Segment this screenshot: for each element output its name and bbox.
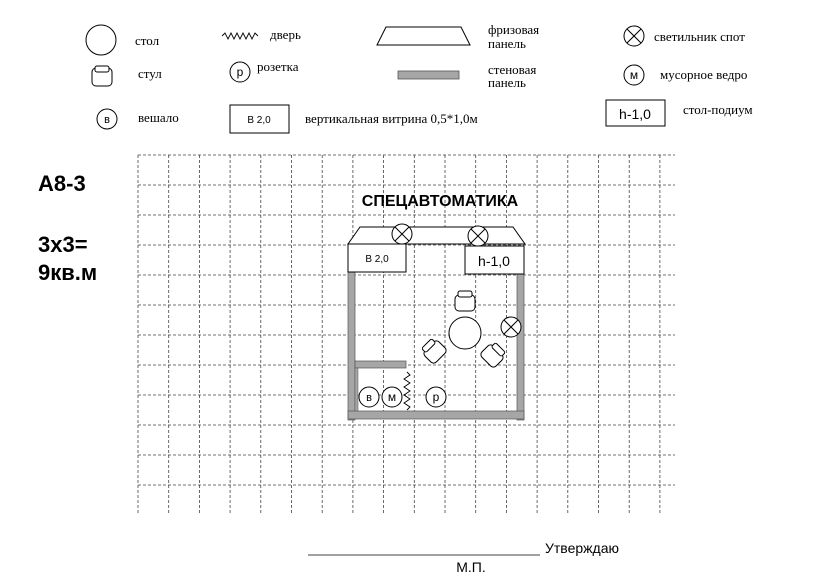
spotlight-legend-label: светильник спот [654,29,745,44]
hanger-icon [358,386,380,408]
frieze-panel-legend-label-1: фризовая [488,22,539,37]
spotlight-legend-icon [623,25,645,47]
wall-panel-legend-label-2: панель [488,75,526,90]
wall-panel-bottom [347,410,525,420]
wall-panel-legend-label-1: стеновая [488,62,536,77]
showcase [347,243,407,273]
showcase-legend-label: вертикальная витрина 0,5*1,0м [305,111,478,126]
chair-icon [421,338,447,364]
socket-legend-label: розетка [257,59,299,74]
socket-icon [425,386,447,408]
wall-panel-storage-left [354,367,359,412]
socket-legend-symbol: р [237,65,244,79]
showcase-legend-icon [229,104,290,134]
socket-legend-icon [229,61,251,83]
bin-legend-label: мусорное ведро [660,67,747,82]
showcase-legend-box-label: В 2,0 [247,115,271,126]
wall-panel-partition [354,360,407,369]
door-icon [403,371,411,411]
hanger-symbol: в [366,392,372,404]
podium-label: h-1,0 [478,253,510,269]
company-name: СПЕЦАВТОМАТИКА [362,193,519,210]
wall-panel-left [347,271,356,421]
chair-legend-back [94,65,110,73]
table-icon [448,316,482,350]
approve-label: Утверждаю [545,540,619,556]
stand-plan: В 2,0 h-1,0 [347,223,526,421]
bin-legend-icon [623,64,645,86]
podium-legend-icon [605,99,666,127]
frieze-panel-legend-icon [376,26,471,46]
spotlight-icon [391,223,413,245]
table-legend-icon [85,24,117,56]
wall-panel-right [516,271,525,421]
stand-code: А8-3 [38,171,86,196]
bin-symbol: м [388,390,396,404]
wall-panel-legend-icon [397,70,460,80]
bin-icon [381,386,403,408]
podium-legend-label: стол-подиум [683,102,753,117]
chair-icon [454,290,476,312]
bin-legend-symbol: м [630,68,638,82]
dashed-grid [137,154,675,514]
chair-legend-label: стул [138,66,162,81]
legend: стол дверь фризовая панель светильник сп… [85,22,753,134]
door-legend-icon [221,31,259,41]
chair-icon [480,342,506,368]
spotlight-icon [500,316,522,338]
podium-legend-box-label: h-1,0 [619,106,651,122]
door-legend-label: дверь [270,27,301,42]
podium [464,245,525,275]
stand-size-line-2: 9кв.м [38,260,97,285]
hanger-legend-label: вешало [138,110,179,125]
stand-size-line-1: 3х3= [38,232,88,257]
hanger-legend-symbol: в [104,114,110,126]
showcase-label: В 2,0 [365,254,389,265]
stamp-label: М.П. [456,559,486,575]
socket-symbol: р [433,390,440,404]
spotlight-icon [467,225,489,247]
hanger-legend-icon [96,108,118,130]
table-legend-label: стол [135,33,160,48]
frieze-panel [347,226,526,245]
frieze-panel-legend-label-2: панель [488,36,526,51]
